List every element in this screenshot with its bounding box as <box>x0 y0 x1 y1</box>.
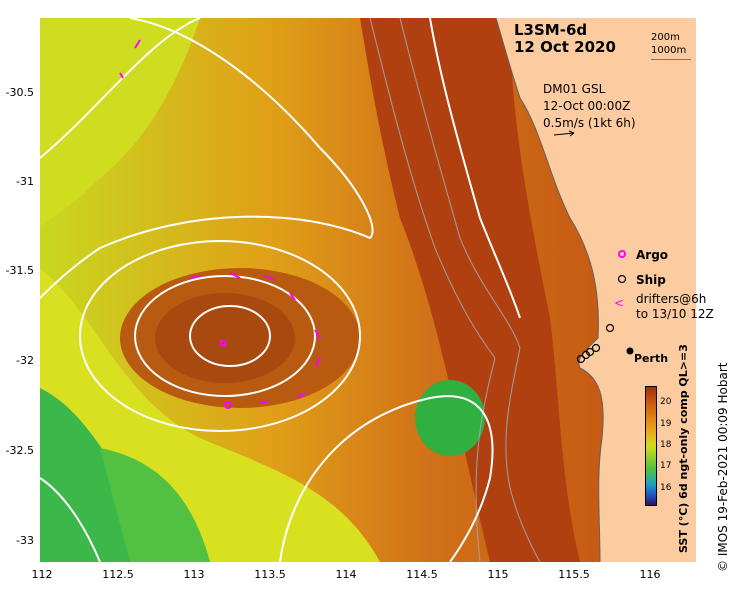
ssh-contour-shelf <box>429 18 521 319</box>
product-label: L3SM-6d <box>514 21 588 39</box>
map-title: L3SM-6d 12 Oct 2020 <box>514 22 616 56</box>
current-scale: 0.5m/s (1kt 6h) <box>543 116 636 130</box>
colorbar-tick: 19 <box>660 419 672 429</box>
x-tick: 115 <box>487 568 509 581</box>
argo-float <box>224 401 232 409</box>
colorbar-tick: 18 <box>660 440 672 450</box>
ship-legend-symbol <box>617 273 627 287</box>
ssh-contour-outer <box>79 240 361 432</box>
isobath-1000m <box>369 18 496 562</box>
drifter-legend-symbol: < <box>614 296 625 310</box>
ship-marker <box>605 323 615 333</box>
depth-legend-line <box>651 59 691 60</box>
ssh-contour-mid <box>134 275 316 397</box>
x-tick: 112 <box>31 568 53 581</box>
cool-water-patch-2 <box>100 448 210 562</box>
coastline <box>495 18 604 562</box>
cool-water-inshore <box>415 380 485 456</box>
argo-legend-label: Argo <box>636 248 669 262</box>
argo-float <box>219 339 227 347</box>
isobath-200m <box>399 18 541 562</box>
colorbar-label: SST (°C) 6d ngt-only comp QL>=3 <box>677 344 690 553</box>
sst-map[interactable] <box>40 18 696 562</box>
y-tick: -30.5 <box>5 86 34 99</box>
colorbar-tick: 16 <box>660 483 672 493</box>
perth-marker <box>626 347 634 355</box>
date-label: 12 Oct 2020 <box>514 38 616 56</box>
x-tick: 115.5 <box>558 568 590 581</box>
colorbar-tick: 17 <box>660 461 672 471</box>
colorbar-tick: 20 <box>660 397 672 407</box>
current-scale-arrow <box>553 130 575 137</box>
cool-water-northwest <box>40 18 200 228</box>
drifter-track-north <box>119 39 141 79</box>
drifter-legend-line1: drifters@6h <box>636 292 707 306</box>
x-tick: 116 <box>639 568 661 581</box>
x-tick: 114 <box>335 568 357 581</box>
x-tick: 112.5 <box>102 568 134 581</box>
ssh-contour-inner <box>189 305 271 367</box>
ship-marker <box>591 343 601 353</box>
current-time: 12-Oct 00:00Z <box>543 99 631 113</box>
depth-legend-200m: 200m <box>651 32 680 43</box>
credit: © IMOS 19-Feb-2021 00:09 Hobart <box>716 362 730 572</box>
x-tick: 113.5 <box>254 568 286 581</box>
y-tick: -31 <box>16 175 34 188</box>
drifter-legend-line2: to 13/10 12Z <box>636 307 714 321</box>
city-label-perth: Perth <box>634 352 669 365</box>
depth-legend-1000m: 1000m <box>651 45 687 56</box>
x-tick: 114.5 <box>406 568 438 581</box>
ship-marker <box>581 350 591 360</box>
colorbar <box>645 386 657 506</box>
y-tick: -33 <box>16 534 34 547</box>
x-tick: 113 <box>183 568 205 581</box>
argo-legend-symbol <box>617 248 627 262</box>
drifter-track <box>189 272 321 404</box>
ssh-contour-northwest <box>40 18 374 299</box>
ssh-contour-north <box>40 18 201 159</box>
ship-marker <box>576 354 586 364</box>
warm-coastal-band <box>360 18 580 562</box>
ssh-contour-south <box>279 395 494 562</box>
y-tick: -31.5 <box>5 264 34 277</box>
y-tick: -32 <box>16 354 34 367</box>
y-tick: -32.5 <box>5 444 34 457</box>
ship-legend-label: Ship <box>636 273 666 287</box>
current-product: DM01 GSL <box>543 82 606 96</box>
ssh-contour-southwest <box>40 477 101 562</box>
